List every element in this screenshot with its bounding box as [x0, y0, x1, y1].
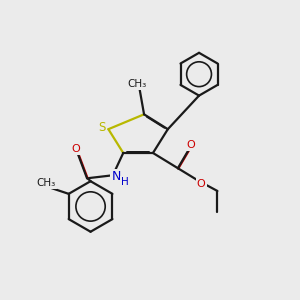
- Text: CH₃: CH₃: [127, 79, 146, 89]
- Text: O: O: [187, 140, 196, 150]
- Text: O: O: [71, 144, 80, 154]
- Text: H: H: [122, 177, 129, 187]
- Text: CH₃: CH₃: [37, 178, 56, 188]
- Text: S: S: [98, 121, 106, 134]
- Text: N: N: [112, 170, 121, 183]
- Text: O: O: [197, 178, 206, 189]
